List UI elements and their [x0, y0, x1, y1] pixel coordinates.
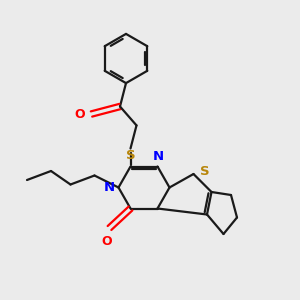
Text: S: S [200, 165, 210, 178]
Text: S: S [126, 149, 135, 162]
Text: O: O [101, 235, 112, 248]
Text: N: N [152, 150, 164, 163]
Text: N: N [104, 181, 115, 194]
Text: O: O [74, 107, 85, 121]
